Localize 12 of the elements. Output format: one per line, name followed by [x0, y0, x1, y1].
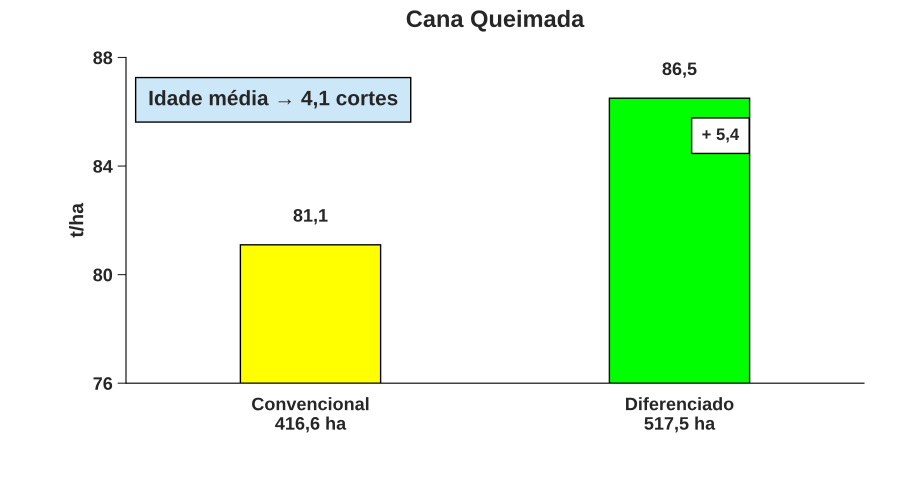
y-tick-label: 88: [93, 51, 112, 64]
annotation: Idade média → 4,1 cortes: [150, 90, 398, 108]
y-tick-label: 76: [94, 377, 112, 390]
chart-title: Cana Queimada: [406, 10, 584, 32]
y-tick-label: 80: [93, 268, 112, 282]
annotation: + 5,4: [702, 128, 740, 143]
data-label: 81,1: [294, 208, 328, 224]
data-label: 86,5: [662, 62, 697, 78]
y-tick-label: 84: [93, 160, 113, 173]
x-tick-label: Convencional 416,6 ha: [252, 397, 368, 432]
x-tick-label: Diferenciado 517,5 ha: [626, 397, 734, 432]
y-axis-title: t/ha: [69, 202, 84, 238]
